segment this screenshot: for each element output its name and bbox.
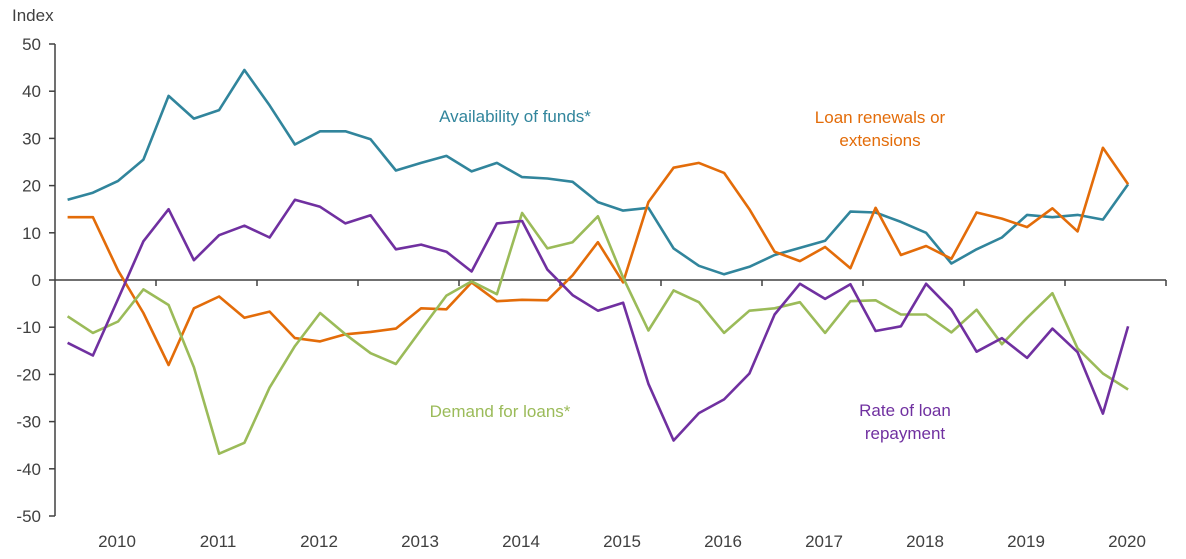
x-tick-label: 2014: [502, 532, 540, 551]
loan-repayment-label: Rate of loan: [859, 401, 951, 420]
demand-for-loans-label: Demand for loans*: [430, 402, 571, 421]
y-tick-label: -40: [16, 460, 41, 479]
y-tick-label: -10: [16, 318, 41, 337]
demand-for-loans-line: [66, 211, 1129, 456]
x-tick-label: 2016: [704, 532, 742, 551]
x-tick-label: 2020: [1108, 532, 1146, 551]
x-tick-label: 2018: [906, 532, 944, 551]
x-tick-label: 2015: [603, 532, 641, 551]
availability-of-funds-label: Availability of funds*: [439, 107, 591, 126]
y-tick-label: 40: [22, 82, 41, 101]
y-tick-label: 20: [22, 177, 41, 196]
x-tick-label: 2013: [401, 532, 439, 551]
x-tick-label: 2012: [300, 532, 338, 551]
loan-renewals-line: [67, 146, 1130, 367]
y-tick-label: 50: [22, 35, 41, 54]
y-tick-label: 10: [22, 224, 41, 243]
loan-renewals-label: Loan renewals or: [815, 108, 946, 127]
x-tick-label: 2011: [200, 532, 237, 551]
x-tick-label: 2017: [805, 532, 843, 551]
y-tick-label: -20: [16, 365, 41, 384]
y-axis-label: Index: [12, 6, 54, 25]
loan-repayment-label: repayment: [865, 424, 946, 443]
y-tick-label: -50: [16, 507, 41, 526]
loan-repayment-line: [67, 198, 1130, 442]
loan-renewals-label: extensions: [839, 131, 920, 150]
y-tick-label: 0: [32, 271, 41, 290]
availability-of-funds-line: [67, 68, 1130, 276]
y-tick-label: -30: [16, 413, 41, 432]
x-tick-label: 2010: [98, 532, 136, 551]
x-tick-label: 2019: [1007, 532, 1045, 551]
y-tick-label: 30: [22, 129, 41, 148]
